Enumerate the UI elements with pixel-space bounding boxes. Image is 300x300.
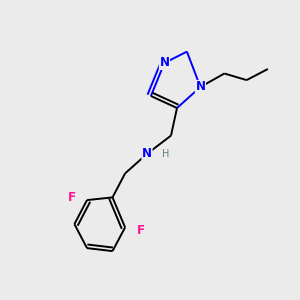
Text: F: F: [68, 190, 75, 204]
Text: N: N: [195, 80, 206, 94]
Text: F: F: [137, 224, 145, 237]
Text: N: N: [142, 147, 152, 161]
Text: H: H: [162, 149, 169, 159]
Text: N: N: [159, 56, 170, 70]
